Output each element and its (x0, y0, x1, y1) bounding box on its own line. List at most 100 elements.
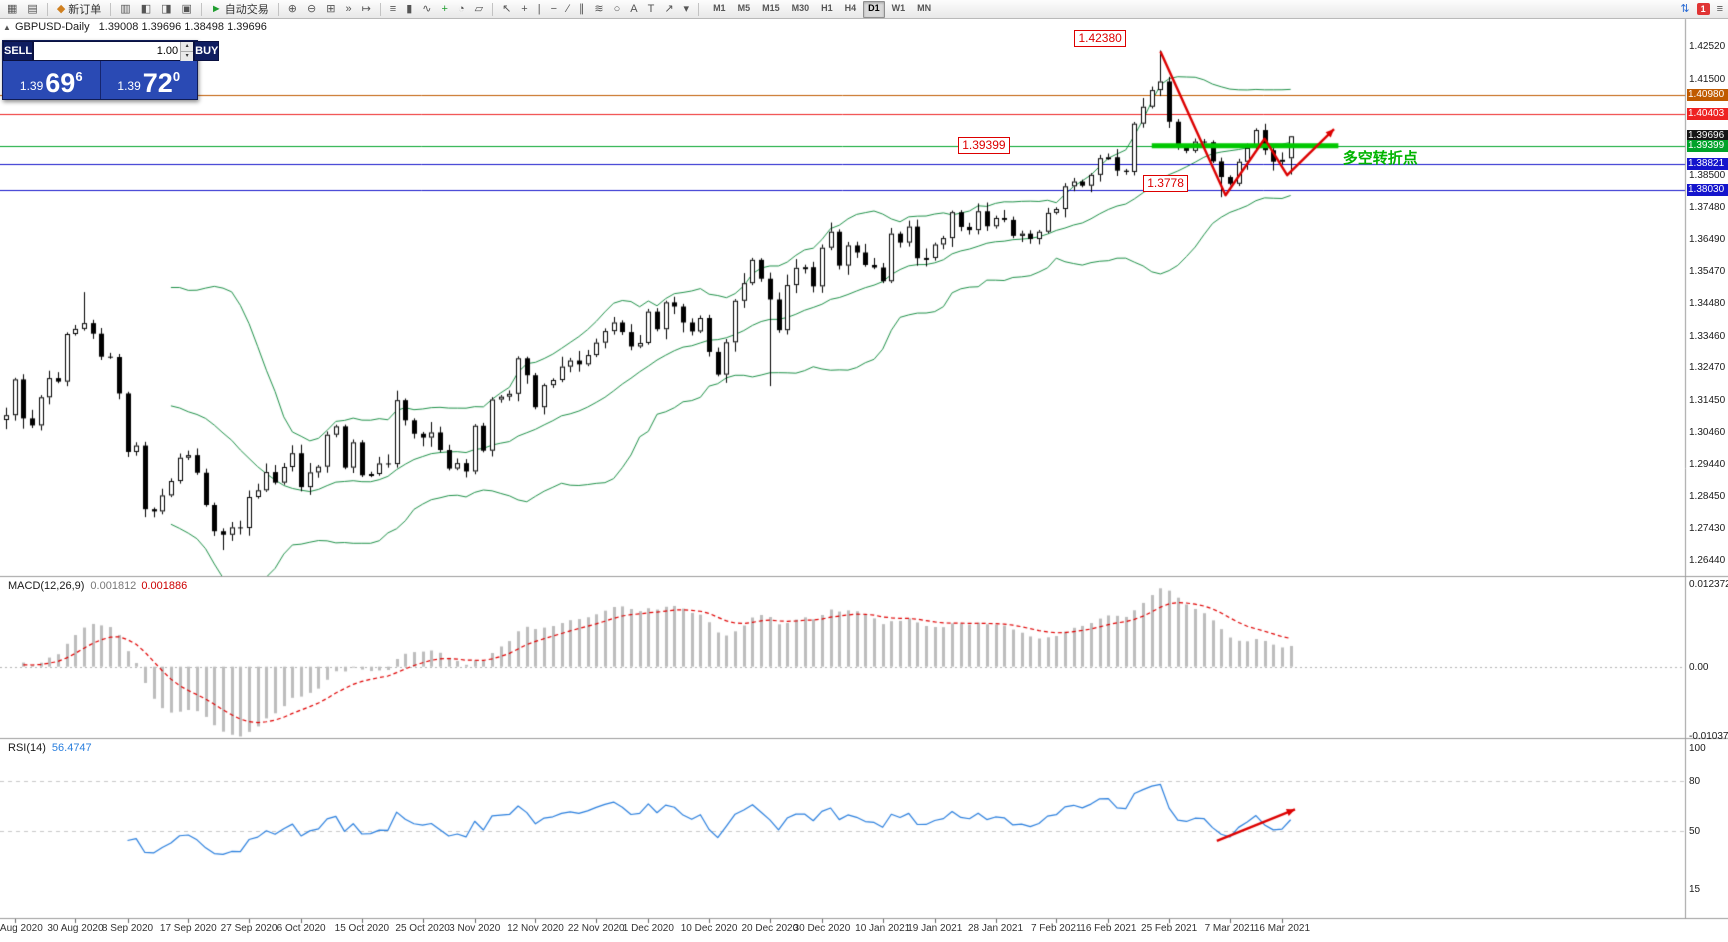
timeframe-button-M1[interactable]: M1 (713, 2, 726, 13)
volume-box: ▴ ▾ (33, 41, 195, 61)
data-window-icon[interactable]: ◧ (137, 0, 155, 18)
text-icon: A (630, 3, 638, 15)
autotrading-button: ► (210, 3, 222, 15)
text-icon[interactable]: A (626, 0, 641, 18)
toolbar-separator (698, 2, 700, 16)
auto-scroll-icon[interactable]: » (341, 0, 355, 18)
autotrading-button-label: 自动交易 (224, 4, 269, 16)
new-order-button: ◆ (56, 3, 66, 15)
terminal-icon: ▣ (181, 3, 192, 15)
profiles-icon: ▤ (27, 3, 38, 15)
volume-input[interactable] (34, 42, 181, 60)
buy-button[interactable]: BUY (194, 41, 220, 61)
auto-scroll-icon: » (345, 3, 352, 15)
terminal-icon[interactable]: ▣ (178, 0, 196, 18)
dropdown-icon: ▾ (683, 3, 690, 15)
crosshair-icon[interactable]: + (517, 0, 531, 18)
line-chart-icon: ∿ (422, 3, 432, 15)
profiles-icon[interactable]: ▤ (23, 0, 41, 18)
shapes-icon: ○ (613, 3, 621, 15)
ask-price: 1.39 72 0 (117, 68, 181, 98)
annotation-price-label-high: 1.42380 (1074, 30, 1126, 48)
chart-title: GBPUSD-Daily 1.39008 1.39696 1.38498 1.3… (15, 21, 267, 33)
toolbar-separator (277, 2, 279, 16)
timeframe-button-M5[interactable]: M5 (737, 2, 751, 13)
periods-icon: ◔ (457, 3, 465, 15)
templates-icon[interactable]: ▱ (471, 0, 487, 18)
zoom-out-icon[interactable]: ⊖ (303, 0, 320, 18)
volume-down-button[interactable]: ▾ (180, 52, 194, 61)
channel-icon: ∥ (578, 3, 585, 15)
rsi-caption: RSI(14) 56.4747 (8, 742, 92, 754)
zoom-in-icon[interactable]: ⊕ (284, 0, 301, 18)
menu-icon[interactable]: ≡ (1713, 0, 1727, 18)
toolbar-separator (379, 2, 381, 16)
chart-shift-icon[interactable]: ↦ (358, 0, 375, 18)
zoom-out-icon: ⊖ (307, 3, 317, 15)
trendline-icon[interactable]: ∕ (563, 0, 573, 18)
line-chart-icon[interactable]: ∿ (418, 0, 435, 18)
new-chart-icon: ▦ (7, 3, 18, 15)
fibonacci-icon[interactable]: ≋ (590, 0, 607, 18)
timeframe-switcher: M1 M5 M15 M30 H1 H4 D1 W1 MN (707, 0, 937, 18)
new-order-button-label: 新订单 (68, 4, 102, 16)
tile-windows-icon[interactable]: ⊞ (322, 0, 339, 18)
vertical-line-icon[interactable]: | (534, 0, 545, 18)
templates-icon: ▱ (474, 3, 484, 15)
new-chart-icon[interactable]: ▦ (3, 0, 21, 18)
menu-icon: ≡ (1716, 3, 1723, 15)
crosshair-icon: + (521, 3, 528, 15)
chart-collapse-icon[interactable]: ▲ (3, 23, 11, 32)
ohlc-values: 1.39008 1.39696 1.38498 1.39696 (98, 21, 267, 33)
indicators-add-icon[interactable]: + (438, 0, 452, 18)
cursor-icon[interactable]: ↖ (498, 0, 515, 18)
candles-chart-icon: ▮ (406, 3, 413, 15)
timeframe-button-M30[interactable]: M30 (791, 2, 810, 13)
symbol-period-label: GBPUSD-Daily (15, 21, 90, 33)
dropdown-icon[interactable]: ▾ (680, 0, 694, 18)
arrows-icon: ↗ (664, 3, 674, 15)
bars-chart-icon: ≡ (389, 3, 397, 15)
bars-chart-icon[interactable]: ≡ (386, 0, 400, 18)
annotation-price-label-pivot: 1.39399 (958, 136, 1010, 154)
market-watch-icon[interactable]: ▥ (116, 0, 134, 18)
horizontal-line-icon[interactable]: − (547, 0, 561, 18)
timeframe-button-MN[interactable]: MN (917, 2, 932, 13)
community-icon[interactable]: ⇅ (1676, 0, 1693, 18)
timeframe-button-D1[interactable]: D1 (863, 0, 885, 18)
horizontal-line-icon: − (550, 3, 558, 15)
cursor-icon: ↖ (502, 3, 512, 15)
macd-caption: MACD(12,26,9) 0.001812 0.001886 (8, 580, 188, 592)
timeframe-button-M15[interactable]: M15 (762, 2, 780, 13)
volume-up-button[interactable]: ▴ (180, 42, 194, 52)
notifications-badge[interactable]: 1 (1696, 3, 1710, 15)
tile-windows-icon: ⊞ (326, 3, 336, 15)
timeframe-button-H1[interactable]: H1 (821, 2, 833, 13)
toolbar: ▦ ▤ ◆ 新订单 ▥ ◧ ◨ ▣ ► 自动交易 ⊕ ⊖ ⊞ » ↦ ≡ ▮ ∿ + ◔ ▱ ↖ + | − ∕ ∥ ≋ ○ A T ↗ ▾ M1… (0, 0, 1728, 19)
community-icon: ⇅ (1680, 3, 1690, 15)
navigator-icon[interactable]: ◨ (157, 0, 175, 18)
timeframe-button-W1[interactable]: W1 (891, 2, 906, 13)
sell-button[interactable]: SELL (3, 41, 34, 61)
toolbar-separator (200, 2, 202, 16)
shapes-icon[interactable]: ○ (610, 0, 625, 18)
channel-icon[interactable]: ∥ (575, 0, 589, 18)
timeframe-button-H4[interactable]: H4 (844, 2, 857, 13)
periods-icon[interactable]: ◔ (454, 0, 469, 18)
arrows-icon[interactable]: ↗ (660, 0, 677, 18)
toolbar-separator (46, 2, 48, 16)
zoom-in-icon: ⊕ (287, 3, 298, 15)
autotrading-button[interactable]: ► 自动交易 (207, 0, 273, 18)
label-icon[interactable]: T (644, 0, 659, 18)
candles-chart-icon[interactable]: ▮ (402, 0, 416, 18)
toolbar-separator (110, 2, 112, 16)
bid-price: 1.39 69 6 (3, 61, 101, 99)
data-window-icon: ◧ (140, 3, 152, 15)
chart-shift-icon: ↦ (361, 3, 371, 15)
label-icon: T (647, 3, 655, 15)
annotation-pivot-text: 多空转折点 (1342, 149, 1418, 167)
new-order-button[interactable]: ◆ 新订单 (53, 0, 105, 18)
